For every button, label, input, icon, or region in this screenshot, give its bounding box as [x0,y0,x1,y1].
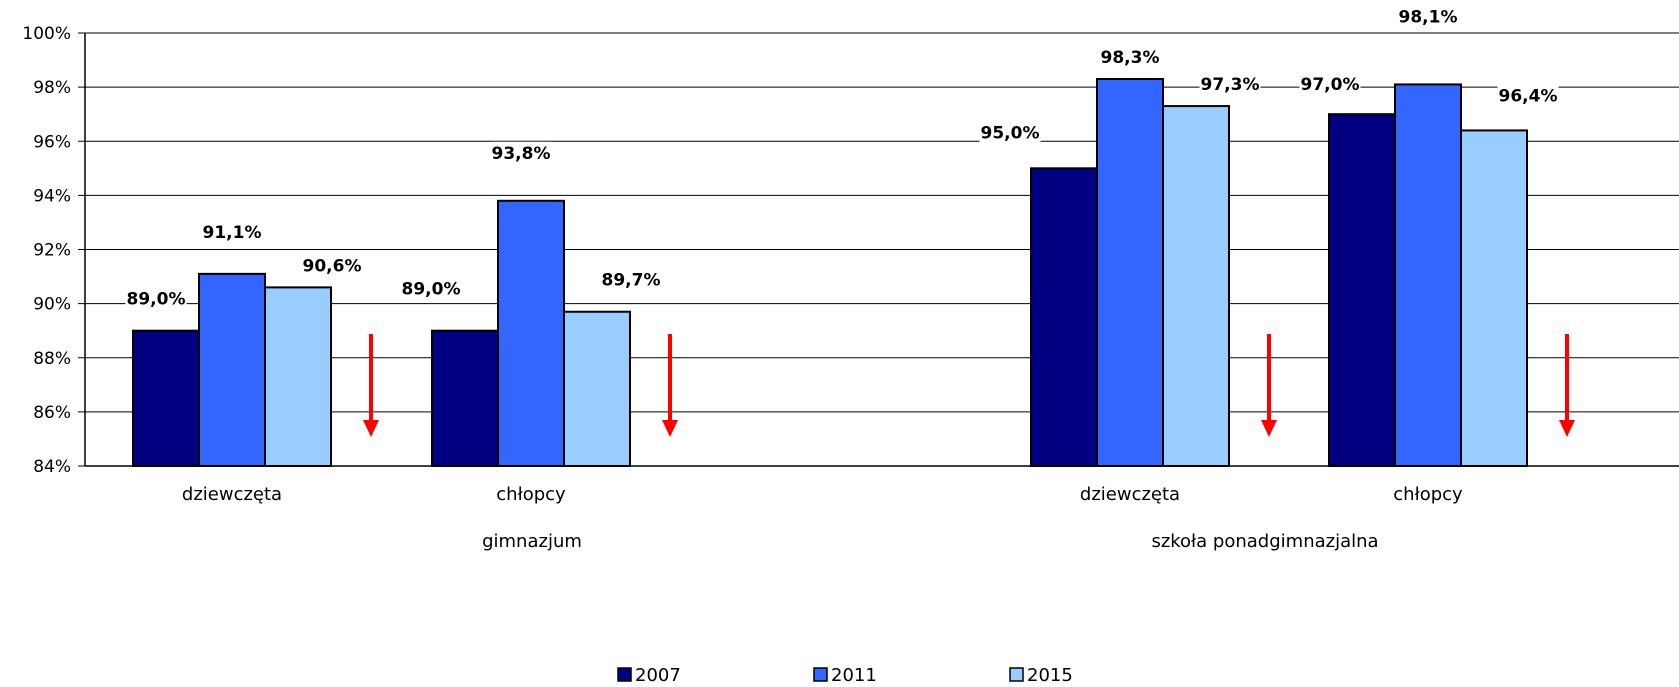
data-label: 98,1% [1399,7,1458,27]
bar-2007 [132,329,200,467]
data-label: 91,1% [203,223,262,243]
legend-swatch [813,667,828,682]
data-label-background [1397,5,1459,28]
data-label: 89,7% [602,271,661,291]
y-tick-label: 90% [33,295,71,315]
legend-item-2015: 2015 [1009,665,1073,686]
data-label: 89,0% [402,280,461,300]
legend-swatch [1009,667,1024,682]
data-label-background [1299,73,1361,96]
y-tick-label: 92% [33,241,71,261]
data-label-background [1497,84,1559,107]
bars [132,78,1528,468]
bar-2007 [431,329,499,467]
gridlines [85,32,1679,413]
legend-label: 2011 [831,665,877,686]
data-label-background [1199,73,1261,96]
trend-down-arrow-icon [1261,334,1277,437]
data-label-background [201,220,263,243]
y-tick-label: 100% [22,24,71,44]
data-label: 93,8% [492,144,551,164]
data-label-background [400,277,462,300]
trend-arrows [363,334,1575,437]
legend-item-2007: 2007 [617,665,681,686]
category-label: chłopcy [496,484,566,505]
category-label: dziewczęta [1080,484,1180,505]
y-tick-label: 84% [33,457,71,477]
legend: 2007 2011 2015 [617,665,1073,686]
legend-label: 2007 [635,665,681,686]
bar-2011 [497,199,565,467]
y-tick-label: 98% [33,78,71,98]
trend-down-arrow-icon [662,334,678,437]
bar-2015 [1162,105,1230,467]
data-label: 97,3% [1201,75,1260,95]
category-label: dziewczęta [182,484,282,505]
y-tick-label: 94% [33,186,71,206]
bar-2015 [1460,129,1528,468]
x-axis: dziewczęta chłopcy gimnazjum dziewczęta chło… [85,465,1679,552]
data-labels: 89,0% 91,1% 90,6% 89,0% 93,8% 89,7% 95,0% 98,3%… [125,5,1559,310]
bar-2007 [1030,167,1098,467]
bar-2015 [563,310,631,467]
data-label-background [1099,46,1161,69]
group-label: gimnazjum [482,531,582,552]
y-tick-label: 96% [33,132,71,152]
data-label-background [600,268,662,291]
y-tick-label: 88% [33,349,71,369]
bar-2011 [1394,83,1462,467]
legend-label: 2015 [1027,665,1073,686]
group-label: szkoła ponadgimnazjalna [1151,531,1378,552]
data-label-background [125,287,187,310]
data-label: 95,0% [981,123,1040,143]
data-label-background [979,121,1041,144]
data-label: 96,4% [1499,86,1558,106]
bar-2015 [264,286,332,468]
data-label: 97,0% [1301,75,1360,95]
bar-2007 [1328,113,1396,467]
data-label-background [301,254,363,277]
trend-down-arrow-icon [363,334,379,437]
legend-swatch [617,667,632,682]
y-axis: 84% 86% 88% 90% 92% 94% 96% 98% 100% [22,24,86,477]
data-label: 90,6% [303,256,362,276]
legend-item-2011: 2011 [813,665,877,686]
bar-2011 [1096,78,1164,467]
data-label: 89,0% [127,290,186,310]
category-label: chłopcy [1393,484,1463,505]
y-tick-label: 86% [33,403,71,423]
bar-2011 [198,272,266,468]
data-label-background [490,141,552,164]
trend-down-arrow-icon [1559,334,1575,437]
data-label: 98,3% [1101,48,1160,68]
